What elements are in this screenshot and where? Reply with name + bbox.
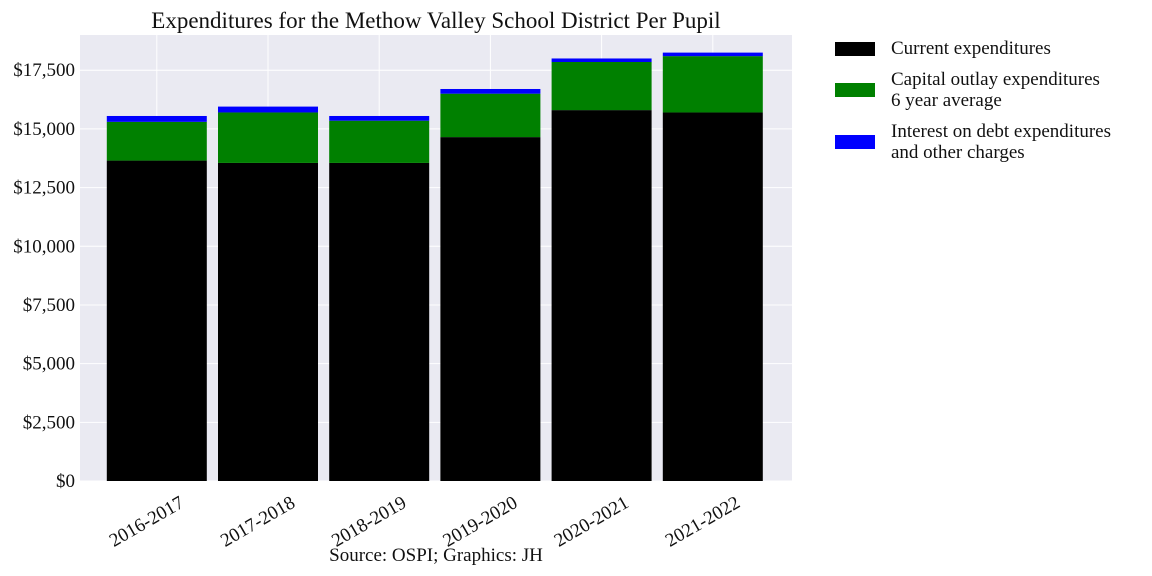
legend-label: Interest on debt expenditures and other c…: [891, 121, 1111, 163]
x-tick-label: 2017-2018: [217, 492, 299, 551]
legend-item: Capital outlay expenditures 6 year averag…: [835, 69, 1111, 111]
bars: [106, 52, 763, 482]
x-tick-label: 2016-2017: [106, 492, 188, 551]
legend-item: Interest on debt expenditures and other c…: [835, 121, 1111, 163]
chart-caption: Source: OSPI; Graphics: JH: [329, 545, 543, 566]
bar-segment-2017-2018-s1: [218, 112, 318, 163]
y-tick-label: $10,000: [13, 236, 75, 257]
y-tick-label: $15,000: [13, 119, 75, 140]
legend-label-line: Interest on debt expenditures: [891, 121, 1112, 142]
y-tick-label: $17,500: [13, 60, 75, 81]
bar-segment-2019-2020-s0: [440, 137, 541, 481]
legend-item: Current expenditures: [835, 38, 1111, 59]
bar-segment-2016-2017-s0: [106, 160, 207, 481]
bar-segment-2016-2017-s1: [106, 121, 207, 161]
y-tick-label: $0: [56, 471, 75, 492]
bar-segment-2018-2019-s1: [329, 120, 430, 163]
bar-segment-2021-2022-s0: [662, 112, 763, 481]
y-tick-label: $2,500: [23, 412, 75, 433]
legend-label-line: 6 year average: [891, 90, 1002, 111]
bar-segment-2021-2022-s2: [662, 52, 763, 57]
x-axis-ticks: 2016-2017 2017-2018 2018-2019 2019-2020 2020…: [106, 492, 744, 551]
x-tick-label: 2019-2020: [440, 492, 522, 551]
chart-title: Expenditures for the Methow Valley Schoo…: [151, 8, 720, 33]
bar-segment-2020-2021-s1: [551, 61, 652, 111]
bar-segment-2016-2017-s2: [106, 115, 207, 122]
legend: Current expenditures Capital outlay expen…: [835, 38, 1111, 173]
legend-label-line: and other charges: [891, 142, 1025, 163]
x-tick-label: 2018-2019: [328, 492, 410, 551]
legend-label-line: Capital outlay expenditures: [891, 69, 1100, 90]
bar-segment-2019-2020-s2: [440, 88, 541, 94]
y-tick-label: $12,500: [13, 178, 75, 199]
bar-segment-2017-2018-s0: [218, 162, 318, 481]
bar-segment-2018-2019-s0: [329, 162, 430, 481]
bar-segment-2018-2019-s2: [329, 115, 430, 121]
legend-label-line: Current expenditures: [891, 38, 1051, 59]
bar-segment-2017-2018-s2: [218, 106, 318, 113]
x-tick-label: 2021-2022: [662, 492, 744, 551]
bar-segment-2019-2020-s1: [440, 93, 541, 138]
legend-swatch: [835, 83, 875, 97]
y-tick-label: $5,000: [23, 354, 75, 375]
x-tick-label: 2020-2021: [551, 492, 633, 551]
bar-segment-2020-2021-s2: [551, 58, 652, 62]
y-axis-ticks: $0 $2,500 $5,000 $7,500 $10,000 $12,500 $15,00…: [13, 60, 75, 492]
y-tick-label: $7,500: [23, 295, 75, 316]
legend-swatch: [835, 41, 875, 56]
legend-label: Current expenditures: [891, 38, 1051, 59]
bar-segment-2020-2021-s0: [551, 110, 652, 482]
legend-swatch: [835, 135, 875, 149]
legend-label: Capital outlay expenditures 6 year averag…: [891, 69, 1100, 111]
bar-segment-2021-2022-s1: [662, 56, 763, 113]
